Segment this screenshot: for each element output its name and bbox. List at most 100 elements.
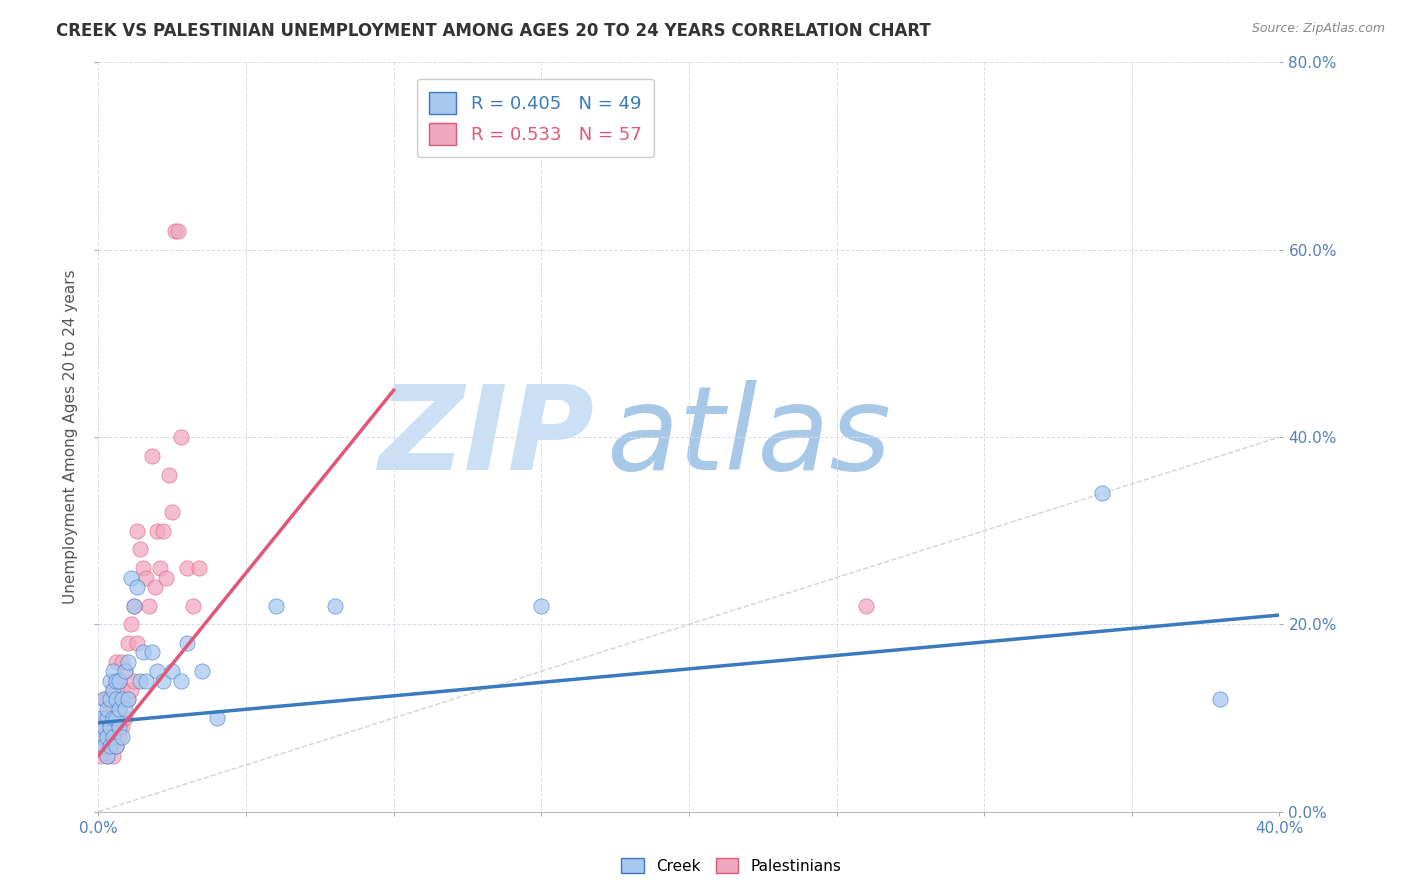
Point — [103, 748, 125, 763]
Point — [155, 571, 177, 585]
Point — [117, 692, 139, 706]
Point — [108, 701, 131, 715]
Point — [98, 673, 121, 688]
Point — [96, 701, 118, 715]
Point — [162, 664, 183, 679]
Point — [90, 711, 112, 725]
Point — [108, 701, 131, 715]
Point — [141, 646, 163, 660]
Point — [323, 599, 346, 613]
Point — [105, 739, 128, 753]
Point — [103, 701, 125, 715]
Point — [152, 524, 174, 538]
Point — [93, 692, 115, 706]
Point — [96, 692, 118, 706]
Point — [111, 683, 134, 698]
Point — [120, 683, 142, 698]
Point — [125, 636, 148, 650]
Point — [90, 730, 112, 744]
Point — [530, 599, 553, 613]
Point — [93, 711, 115, 725]
Point — [114, 664, 136, 679]
Point — [117, 692, 139, 706]
Point — [143, 580, 166, 594]
Point — [111, 655, 134, 669]
Point — [264, 599, 287, 613]
Point — [108, 673, 131, 688]
Point — [98, 739, 121, 753]
Point — [128, 673, 150, 688]
Text: Source: ZipAtlas.com: Source: ZipAtlas.com — [1251, 22, 1385, 36]
Point — [98, 721, 121, 735]
Point — [135, 673, 157, 688]
Point — [114, 664, 136, 679]
Point — [114, 701, 136, 715]
Point — [146, 664, 169, 679]
Point — [1209, 692, 1232, 706]
Point — [96, 730, 118, 744]
Point — [122, 673, 145, 688]
Point — [167, 224, 190, 238]
Point — [103, 664, 125, 679]
Point — [98, 721, 121, 735]
Point — [114, 711, 136, 725]
Point — [111, 730, 134, 744]
Text: CREEK VS PALESTINIAN UNEMPLOYMENT AMONG AGES 20 TO 24 YEARS CORRELATION CHART: CREEK VS PALESTINIAN UNEMPLOYMENT AMONG … — [56, 22, 931, 40]
Point — [96, 711, 118, 725]
Point — [138, 599, 160, 613]
Point — [152, 673, 174, 688]
Point — [111, 721, 134, 735]
Text: atlas: atlas — [606, 380, 891, 494]
Point — [93, 739, 115, 753]
Point — [135, 571, 157, 585]
Point — [125, 580, 148, 594]
Point — [103, 683, 125, 698]
Point — [187, 561, 209, 575]
Point — [170, 430, 193, 444]
Point — [96, 748, 118, 763]
Point — [149, 561, 172, 575]
Point — [90, 730, 112, 744]
Point — [90, 748, 112, 763]
Point — [105, 739, 128, 753]
Legend: R = 0.405   N = 49, R = 0.533   N = 57: R = 0.405 N = 49, R = 0.533 N = 57 — [416, 79, 654, 157]
Point — [96, 711, 118, 725]
Point — [105, 673, 128, 688]
Point — [128, 542, 150, 557]
Point — [132, 646, 155, 660]
Point — [191, 664, 214, 679]
Point — [170, 673, 193, 688]
Point — [162, 505, 183, 519]
Y-axis label: Unemployment Among Ages 20 to 24 years: Unemployment Among Ages 20 to 24 years — [63, 269, 79, 605]
Point — [165, 224, 187, 238]
Point — [120, 571, 142, 585]
Point — [93, 721, 115, 735]
Point — [105, 692, 128, 706]
Point — [122, 599, 145, 613]
Point — [108, 721, 131, 735]
Point — [105, 655, 128, 669]
Point — [111, 692, 134, 706]
Point — [176, 561, 198, 575]
Point — [103, 730, 125, 744]
Point — [105, 721, 128, 735]
Point — [98, 692, 121, 706]
Point — [96, 748, 118, 763]
Point — [93, 739, 115, 753]
Point — [98, 701, 121, 715]
Point — [105, 711, 128, 725]
Point — [181, 599, 204, 613]
Point — [117, 636, 139, 650]
Point — [103, 683, 125, 698]
Point — [108, 673, 131, 688]
Point — [132, 561, 155, 575]
Point — [146, 524, 169, 538]
Point — [176, 636, 198, 650]
Point — [93, 721, 115, 735]
Point — [120, 617, 142, 632]
Point — [96, 730, 118, 744]
Text: ZIP: ZIP — [378, 380, 595, 494]
Point — [1091, 486, 1114, 500]
Point — [205, 711, 228, 725]
Point — [98, 739, 121, 753]
